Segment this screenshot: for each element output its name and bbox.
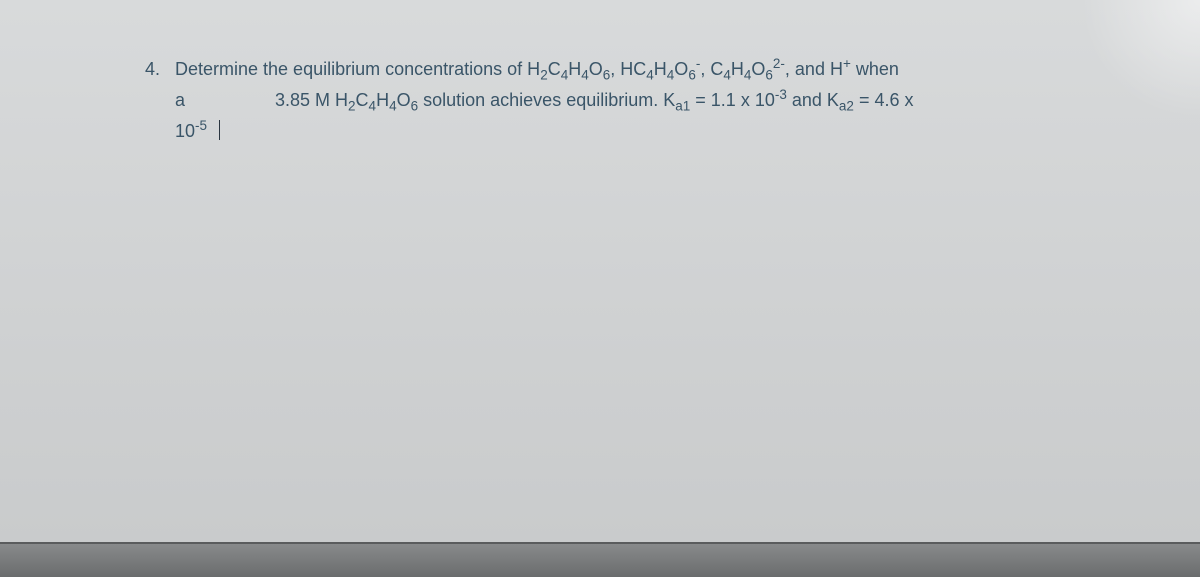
- sup: -3: [775, 87, 787, 102]
- problem-line-3: 10-5: [175, 117, 1100, 146]
- sup: -5: [195, 118, 207, 133]
- text: 10: [175, 121, 195, 141]
- text: H: [731, 59, 744, 79]
- sub: 6: [411, 98, 419, 113]
- sub: 4: [723, 68, 731, 83]
- problem-number: 4.: [145, 55, 175, 84]
- text: C: [548, 59, 561, 79]
- text: H: [376, 90, 389, 110]
- text: H: [568, 59, 581, 79]
- sub-label-a: a: [175, 86, 275, 115]
- text: = 1.1 x 10: [690, 90, 775, 110]
- sub: 6: [765, 68, 773, 83]
- text: C: [356, 90, 369, 110]
- sub: 4: [389, 98, 397, 113]
- page-content: 4.Determine the equilibrium concentratio…: [0, 0, 1200, 542]
- text: when: [851, 59, 899, 79]
- sup: 2-: [773, 56, 785, 71]
- text: O: [674, 59, 688, 79]
- sub: 4: [581, 68, 589, 83]
- text: , and H: [785, 59, 843, 79]
- text-cursor: [219, 120, 220, 140]
- text: O: [589, 59, 603, 79]
- sub: 6: [688, 68, 696, 83]
- sub: 2: [540, 68, 548, 83]
- text: 3.85 M H: [275, 90, 348, 110]
- text: O: [751, 59, 765, 79]
- text: H: [654, 59, 667, 79]
- sub: 4: [369, 98, 377, 113]
- sub: 2: [348, 98, 356, 113]
- text: and K: [787, 90, 839, 110]
- monitor-bezel: [0, 542, 1200, 577]
- sub: 4: [646, 68, 654, 83]
- text: , HC: [610, 59, 646, 79]
- sub: a1: [675, 98, 690, 113]
- text: O: [397, 90, 411, 110]
- problem-4: 4.Determine the equilibrium concentratio…: [175, 55, 1100, 145]
- problem-line-1: 4.Determine the equilibrium concentratio…: [175, 55, 1100, 84]
- text: solution achieves equilibrium. K: [418, 90, 675, 110]
- sup: +: [843, 56, 851, 71]
- text: = 4.6 x: [854, 90, 914, 110]
- text: Determine the equilibrium concentrations…: [175, 59, 540, 79]
- text: , C: [700, 59, 723, 79]
- sub: a2: [839, 98, 854, 113]
- problem-line-2: a3.85 M H2C4H4O6 solution achieves equil…: [175, 86, 1100, 115]
